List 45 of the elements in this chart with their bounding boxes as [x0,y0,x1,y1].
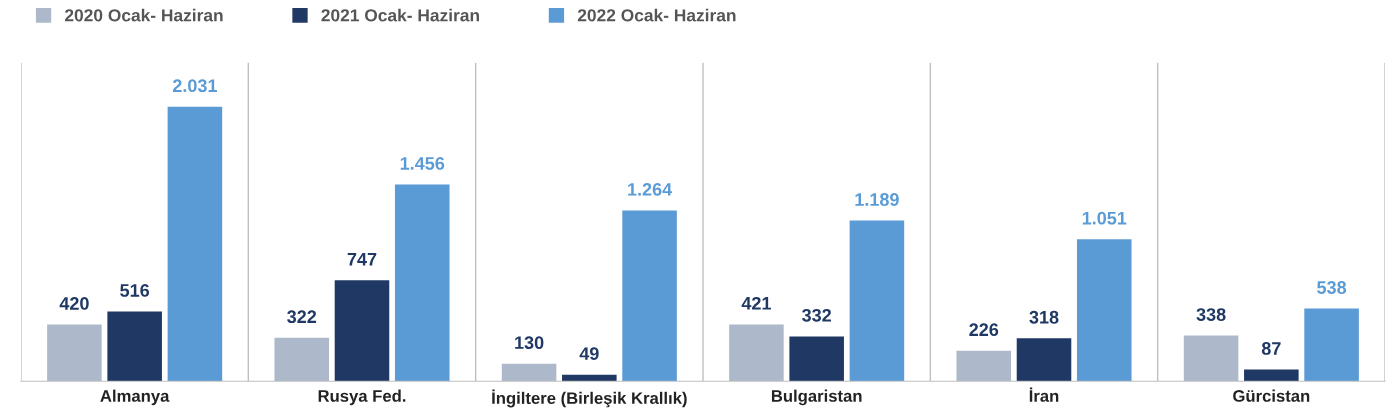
bar [622,210,677,382]
data-label: 1.264 [628,182,673,196]
bar [334,280,390,382]
bar [167,106,223,382]
data-label: 49 [579,347,599,360]
data-label: 322 [287,310,317,324]
x-tick-label: İran [1029,387,1059,402]
bar [1016,338,1072,382]
legend-label: 2020 Ocak- Haziran [64,8,223,22]
data-label: 318 [1029,310,1059,324]
x-tick-label: Gürcistan [1233,389,1310,402]
bar [849,220,905,382]
data-label: 2.031 [172,79,217,93]
data-label: 538 [1317,281,1347,294]
x-tick-label: Rusya Fed. [318,389,406,406]
legend-label: 2022 Ocak- Haziran [577,8,736,22]
bar [1183,335,1239,382]
data-label: 420 [59,297,89,310]
bar [789,336,844,382]
bar [1076,239,1132,382]
data-label: 87 [1261,342,1281,355]
bar [956,350,1012,382]
bar [729,324,784,382]
bar [1244,369,1299,382]
data-label: 1.051 [1082,211,1127,225]
x-tick-label: Bulgaristan [771,389,862,406]
data-label: 332 [802,308,832,322]
x-tick-label: Almanya [100,389,170,406]
bar [47,324,102,382]
legend-label: 2021 Ocak- Haziran [321,8,479,22]
x-tick-label: İngiltere (Birleşik Krallık) [492,389,687,408]
data-label: 1.189 [855,193,899,206]
bar [394,184,450,382]
data-label: 130 [515,336,544,350]
data-label: 1.456 [400,157,445,170]
data-label: 226 [969,323,999,337]
bar [274,337,330,382]
bar [501,363,557,382]
data-label: 338 [1196,308,1226,321]
bar [1304,308,1359,382]
data-label: 747 [347,253,377,266]
data-label: 421 [741,296,771,310]
data-label: 516 [120,284,150,297]
bar [107,311,162,382]
bar [562,374,617,382]
